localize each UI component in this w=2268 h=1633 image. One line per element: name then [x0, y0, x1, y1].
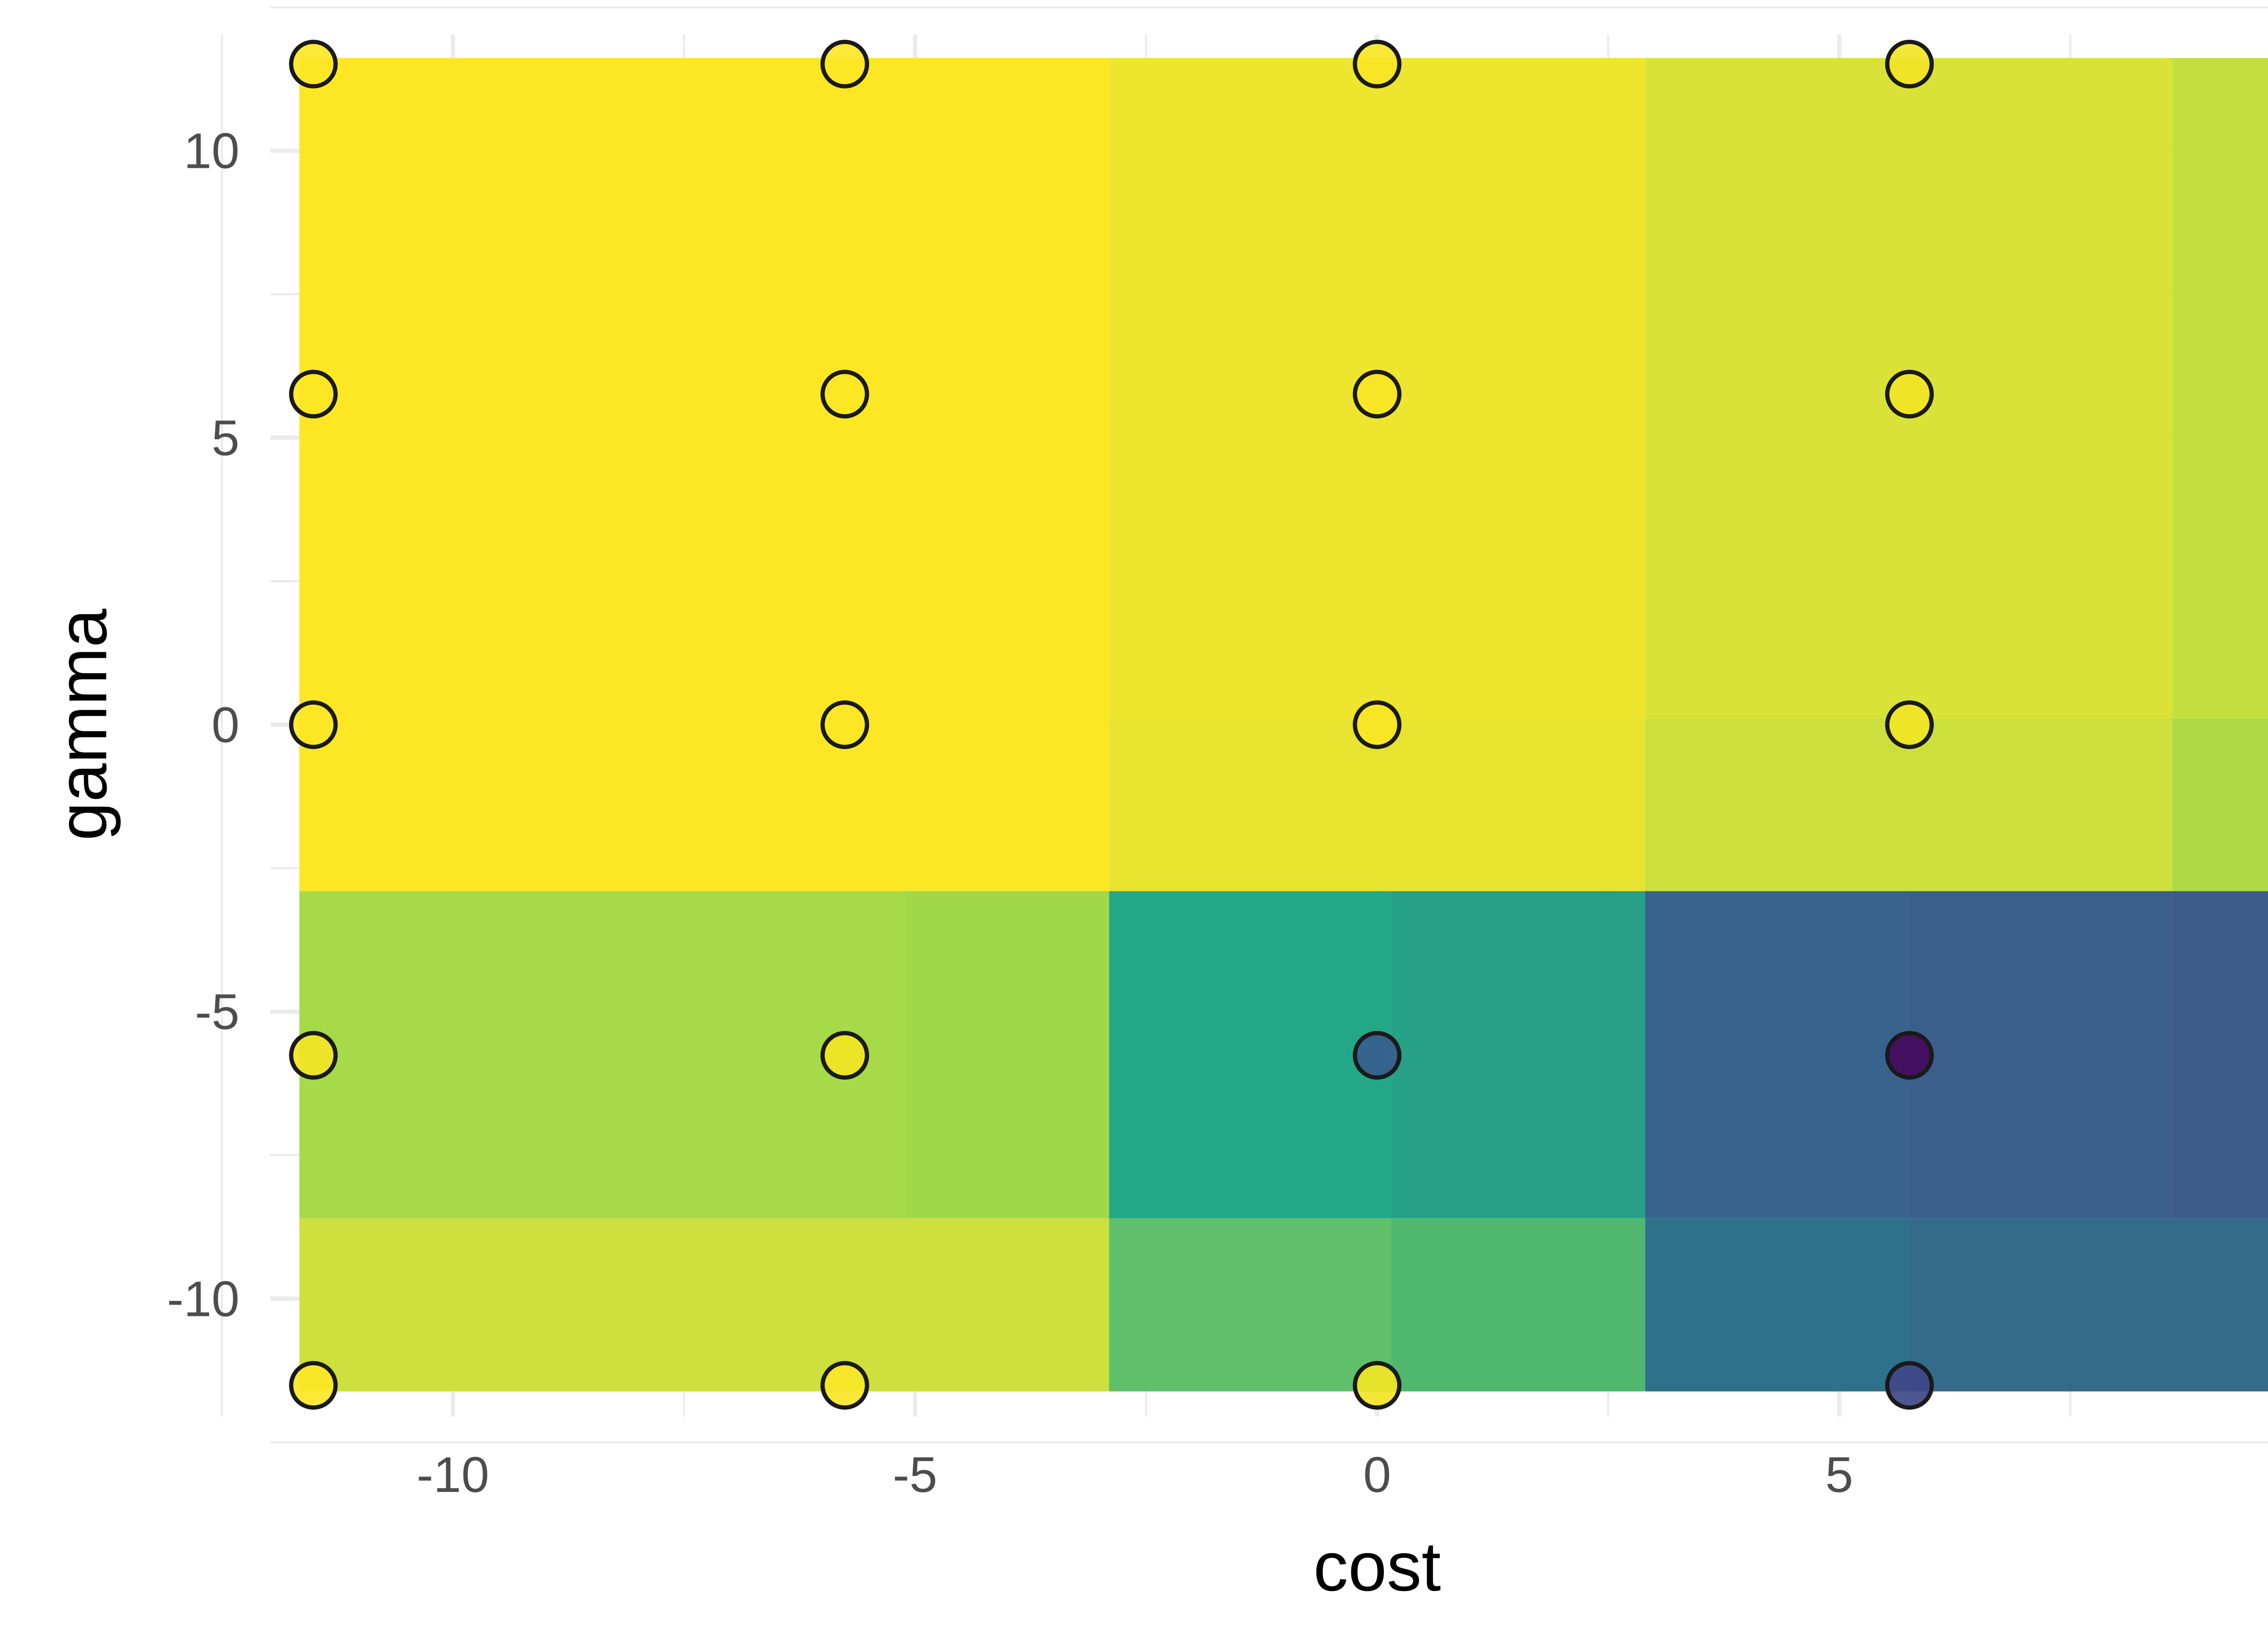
heatmap-tile — [1645, 891, 1909, 1218]
heatmap-tile — [1645, 1218, 1909, 1392]
heatmap-tiles — [299, 58, 2268, 1392]
data-point — [1353, 370, 1402, 419]
heatmap-tile — [1391, 891, 1645, 1218]
data-point — [1885, 1031, 1934, 1080]
y-tick-label: 5 — [211, 410, 240, 466]
y-tick-label: -5 — [195, 984, 240, 1040]
heatmap-tile — [299, 1218, 1110, 1392]
heatmap-tile — [299, 58, 1110, 719]
y-tick-label: 10 — [184, 123, 240, 179]
heatmap-tile — [2172, 719, 2268, 891]
data-point — [820, 1361, 870, 1410]
heatmap-tile — [1908, 1218, 2268, 1392]
y-tick-label: -10 — [167, 1271, 240, 1327]
x-axis-title: cost — [1313, 1528, 1441, 1605]
data-point — [820, 1031, 870, 1080]
data-point — [1885, 1361, 1934, 1410]
data-points — [289, 39, 1934, 1410]
heatmap-tile — [1109, 891, 1391, 1218]
y-tick-label: 0 — [211, 697, 240, 753]
data-point — [1885, 370, 1934, 419]
heatmap-tile — [905, 891, 1110, 1218]
heatmap-tile — [1908, 891, 2172, 1218]
x-tick-label: 5 — [1825, 1447, 1853, 1503]
y-axis: -10 -5 0 5 10 — [167, 123, 240, 1327]
data-point — [289, 370, 338, 419]
data-point — [820, 39, 870, 88]
x-tick-label: -5 — [893, 1447, 937, 1503]
heatmap-tile — [1391, 1218, 1645, 1392]
heatmap-tile — [2172, 891, 2268, 1218]
data-point — [289, 700, 338, 749]
data-point — [1353, 39, 1402, 88]
y-axis-title: gamma — [44, 608, 121, 841]
data-point — [289, 39, 338, 88]
data-point — [1353, 1031, 1402, 1080]
heatmap-tile — [1109, 1218, 1391, 1392]
x-tick-label: -10 — [417, 1447, 489, 1503]
data-point — [820, 370, 870, 419]
heatmap-tile — [2172, 58, 2268, 719]
data-point — [289, 1031, 338, 1080]
data-point — [820, 700, 870, 749]
data-point — [1353, 1361, 1402, 1410]
data-point — [1885, 700, 1934, 749]
data-point — [1885, 39, 1934, 88]
heatmap-tile — [299, 719, 1110, 891]
data-point — [1353, 700, 1402, 749]
x-tick-label: 0 — [1363, 1447, 1391, 1503]
data-point — [289, 1361, 338, 1410]
heatmap-tile — [299, 891, 906, 1218]
